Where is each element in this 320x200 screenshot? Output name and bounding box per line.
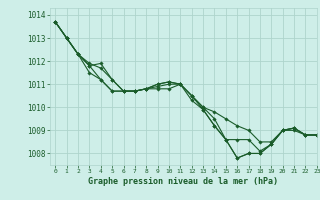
X-axis label: Graphe pression niveau de la mer (hPa): Graphe pression niveau de la mer (hPa) xyxy=(88,177,278,186)
